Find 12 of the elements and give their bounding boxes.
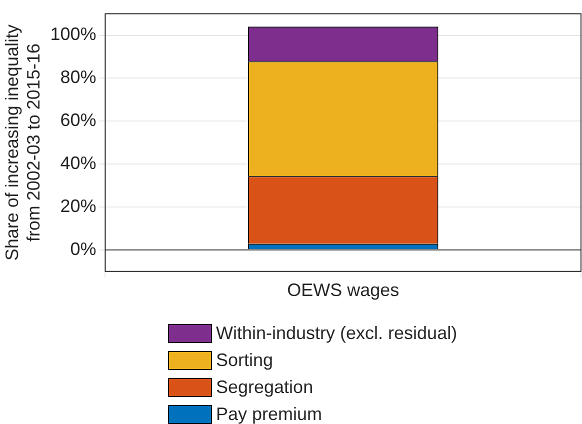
legend-label: Within-industry (excl. residual) (216, 323, 458, 344)
legend-label: Pay premium (216, 404, 322, 424)
y-tick-label: 20% (60, 196, 96, 216)
x-tick-label: OEWS wages (287, 280, 400, 300)
y-tick-label: 60% (60, 110, 96, 130)
legend-label: Sorting (216, 350, 274, 371)
y-tick-label: 0% (70, 238, 96, 259)
legend-label: Segregation (216, 377, 314, 398)
y-axis-title: Share of increasing inequality from 2002-03 to 2015-16 (2, 24, 44, 261)
y-tick-label: 80% (60, 67, 96, 88)
y-tick-label: 40% (60, 153, 96, 174)
y-tick-label: 100% (50, 24, 96, 44)
